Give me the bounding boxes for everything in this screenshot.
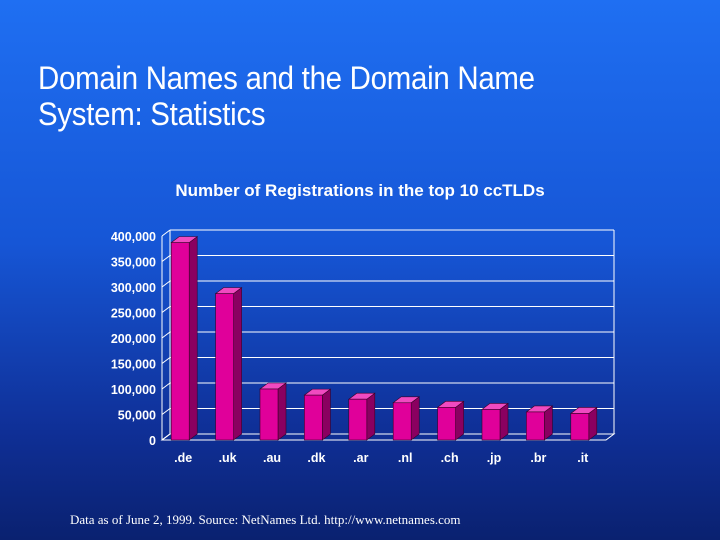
y-tick-label: 0 — [149, 434, 156, 448]
y-tick-label: 200,000 — [111, 332, 156, 346]
gridline-side — [161, 433, 171, 441]
y-tick-label: 250,000 — [111, 307, 156, 321]
x-tick-label: .ar — [353, 451, 368, 465]
gridline-side — [161, 408, 171, 415]
bar-side — [410, 396, 420, 441]
bar-side — [322, 388, 331, 441]
slide-title-line1: Domain Names and the Domain Name — [38, 60, 535, 96]
bar-side — [188, 236, 198, 441]
bar-side — [499, 402, 509, 441]
bar-side — [366, 392, 376, 441]
x-tick-label: .dk — [307, 451, 325, 465]
x-tick-label: .nl — [398, 451, 413, 465]
x-tick-label: .uk — [219, 451, 237, 465]
bar — [526, 411, 545, 441]
bar — [348, 398, 368, 441]
bar — [437, 407, 456, 441]
x-tick-label: .au — [263, 451, 281, 465]
bar — [259, 388, 279, 441]
bar-side — [455, 400, 464, 441]
y-tick-label: 100,000 — [111, 383, 156, 397]
bar — [570, 413, 590, 441]
bar — [304, 394, 323, 441]
slide-title: Domain Names and the Domain Name System:… — [38, 60, 627, 132]
y-tick-label: 150,000 — [111, 358, 156, 372]
bar-side — [277, 382, 287, 441]
chart-title: Number of Registrations in the top 10 cc… — [175, 181, 545, 200]
y-tick-label: 350,000 — [111, 256, 156, 270]
slide-title-line2: System: Statistics — [38, 96, 266, 132]
y-tick-label: 300,000 — [111, 281, 156, 295]
gridline-side — [161, 306, 171, 313]
bar — [170, 242, 190, 441]
y-tick-label: 50,000 — [118, 409, 156, 423]
x-tick-label: .de — [174, 451, 192, 465]
x-tick-label: .br — [530, 451, 546, 465]
bar-side — [233, 287, 242, 441]
source-note: Data as of June 2, 1999. Source: NetName… — [70, 512, 461, 527]
gridline-side — [161, 382, 171, 390]
x-tick-label: .it — [577, 451, 589, 465]
bar — [481, 409, 501, 441]
gridline-side — [161, 255, 171, 262]
x-tick-label: .jp — [487, 451, 502, 465]
y-tick-label: 400,000 — [111, 230, 156, 244]
bar — [392, 402, 412, 441]
bar — [215, 293, 234, 441]
gridline-side — [161, 229, 171, 237]
gridline-side — [161, 357, 171, 364]
gridline-side — [161, 331, 171, 339]
x-tick-label: .ch — [441, 451, 459, 465]
gridline-side — [161, 280, 171, 288]
